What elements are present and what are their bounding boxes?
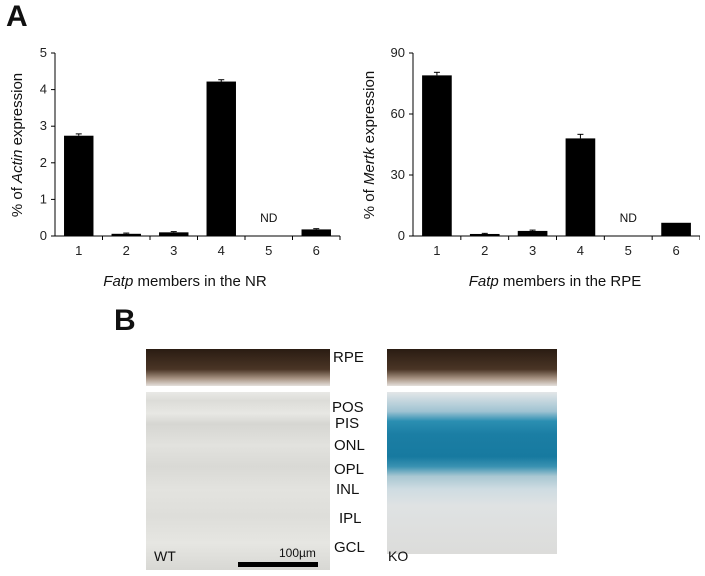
chart1-xtick-label: 3 (529, 243, 536, 258)
chart1-xlabel: Fatp members in the NR (103, 273, 267, 290)
panel-a-letter: A (6, 0, 28, 33)
chart1-xtick-label: 4 (577, 243, 584, 258)
chart0-bar-4 (206, 81, 236, 236)
chart0-annotation-nd: ND (260, 211, 278, 225)
wt-label: WT (154, 548, 176, 564)
chart1-annotation-nd: ND (620, 211, 638, 225)
chart0-bar-6 (301, 229, 331, 236)
chart0-ytick-label: 0 (40, 228, 47, 243)
chart1-bar-6 (661, 222, 691, 236)
chart0-xtick-label: 3 (170, 243, 177, 258)
chart-actin-expression: % of Actin expression Fatp members in th… (9, 45, 341, 290)
layer-label-opl: OPL (334, 461, 365, 478)
chart1-ytick-label: 60 (391, 106, 405, 121)
chart1-ytick-label: 30 (391, 167, 405, 182)
wt-retina-image (146, 392, 330, 570)
chart1-ylabel: % of Actin expression (9, 73, 26, 217)
chart0-xtick-label: 5 (265, 243, 272, 258)
chart0-bar-3 (159, 232, 189, 236)
wt-rpe-image (146, 349, 330, 386)
layer-label-ipl: IPL (339, 510, 362, 527)
chart1-xtick-label: 6 (672, 243, 679, 258)
layer-label-rpe: RPE (333, 349, 364, 366)
chart2-xlabel: Fatp members in the RPE (469, 273, 642, 290)
chart0-xtick-label: 4 (218, 243, 225, 258)
chart1-ytick-label: 0 (398, 228, 405, 243)
chart0-ytick-label: 5 (40, 45, 47, 60)
chart1-xtick-label: 2 (481, 243, 488, 258)
scale-bar-label: 100µm (279, 546, 316, 560)
chart1-xtick-label: 5 (625, 243, 632, 258)
layer-label-pos: POS (332, 399, 364, 416)
panel-b-letter: B (114, 304, 136, 337)
chart0-bar-2 (111, 233, 141, 236)
chart2-ylabel: % of Mertk expression (361, 71, 378, 219)
chart0-xtick-label: 2 (123, 243, 130, 258)
scale-bar (238, 562, 318, 567)
chart-mertk-expression: % of Mertk expression Fatp members in th… (361, 45, 700, 290)
ko-retina-image (387, 392, 557, 554)
chart0-ytick-label: 1 (40, 191, 47, 206)
chart0-ytick-label: 4 (40, 82, 47, 97)
chart1-bar-1 (422, 75, 452, 236)
layer-label-gcl: GCL (334, 539, 365, 556)
chart1-xtick-label: 1 (433, 243, 440, 258)
chart0-ytick-label: 2 (40, 155, 47, 170)
chart0-ytick-label: 3 (40, 118, 47, 133)
ko-label: KO (388, 548, 409, 564)
chart1-bar-4 (565, 138, 596, 236)
chart0-bar-1 (64, 135, 94, 236)
chart1-bar-2 (469, 233, 500, 236)
layer-label-onl: ONL (334, 437, 365, 454)
layer-label-inl: INL (336, 481, 360, 498)
layer-label-pis: PIS (335, 415, 360, 432)
chart1-bar-3 (517, 230, 548, 236)
ko-rpe-image (387, 349, 557, 386)
chart0-xtick-label: 6 (313, 243, 320, 258)
chart0-xtick-label: 1 (75, 243, 82, 258)
chart1-ytick-label: 90 (391, 45, 405, 60)
